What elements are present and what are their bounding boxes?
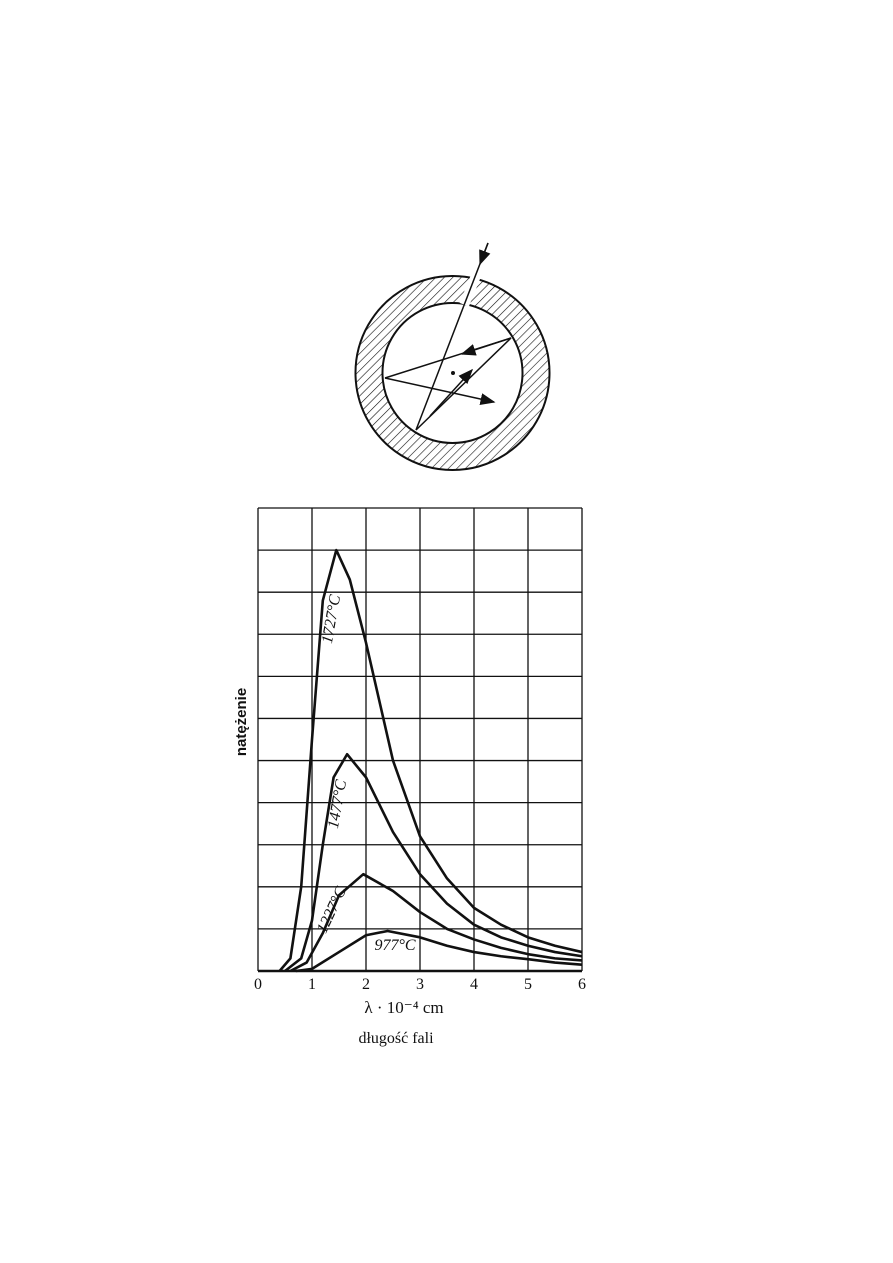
curve xyxy=(284,752,583,973)
x-tick-label: 0 xyxy=(254,976,262,993)
ray xyxy=(460,337,512,356)
curve-label: 977°C xyxy=(374,937,415,954)
ray xyxy=(479,242,491,266)
ray xyxy=(384,377,496,405)
x-tick-label: 6 xyxy=(578,976,586,993)
x-axis-label: λ · 10⁻⁴ cm xyxy=(364,998,443,1017)
curve-label: 1477°C xyxy=(325,778,350,830)
cavity-wall xyxy=(354,275,551,471)
curve xyxy=(289,872,583,973)
center-dot xyxy=(451,371,455,375)
curve-label: 1227°C xyxy=(314,884,350,936)
x-tick-label: 2 xyxy=(362,976,370,993)
ray xyxy=(415,242,489,431)
x-tick-label: 5 xyxy=(524,976,532,993)
y-axis-label: natężenie xyxy=(233,688,250,756)
curve xyxy=(295,929,583,973)
x-tick-label: 3 xyxy=(416,976,424,993)
curve xyxy=(278,548,583,972)
x-tick-label: 4 xyxy=(470,976,478,993)
cavity-diagram xyxy=(354,242,551,471)
x-tick-label: 1 xyxy=(308,976,316,993)
x-caption: długość fali xyxy=(358,1030,434,1047)
